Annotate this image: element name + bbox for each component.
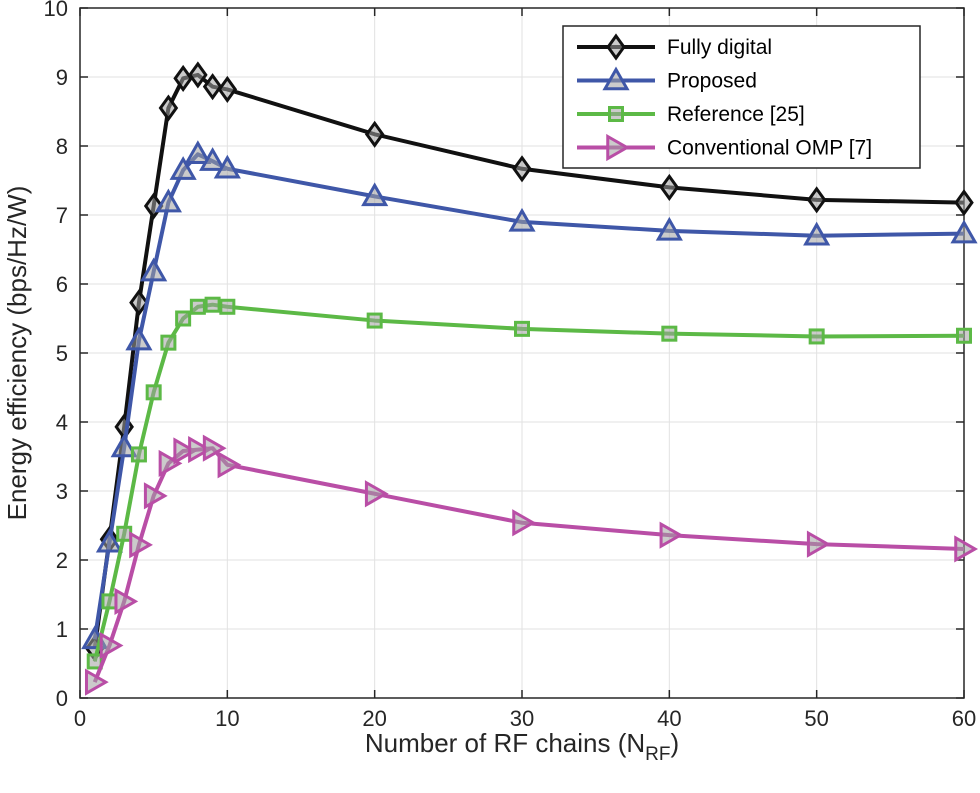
- y-tick-label: 2: [56, 548, 68, 573]
- data-point: [202, 73, 223, 101]
- legend-entry: Reference [25]: [577, 103, 805, 126]
- data-point: [202, 434, 227, 462]
- legend-label: Conventional OMP [7]: [667, 137, 872, 160]
- data-point: [145, 384, 162, 401]
- y-axis-label: Energy efficiency (bps/Hz/W): [2, 186, 32, 521]
- data-point: [508, 207, 536, 232]
- data-point: [806, 530, 831, 558]
- x-axis-label: Number of RF chains (NRF): [365, 728, 679, 765]
- data-point: [189, 298, 206, 315]
- data-point: [219, 298, 236, 315]
- data-point: [659, 521, 684, 549]
- axis-ticks: 0 10 20 30 40 50 60 0 1 2 3 4 5 6 7 8 9 10: [44, 0, 977, 731]
- data-point: [199, 147, 227, 171]
- data-point: [188, 436, 212, 464]
- data-point: [512, 155, 532, 183]
- data-point: [808, 328, 825, 345]
- series-4: [84, 434, 979, 696]
- x-axis-label-close: ): [670, 728, 679, 758]
- data-point: [512, 509, 537, 537]
- data-point: [364, 480, 389, 508]
- x-tick-label: 50: [804, 706, 828, 731]
- legend-swatch-marker: [606, 133, 631, 162]
- data-point: [806, 186, 827, 214]
- y-tick-label: 5: [56, 341, 68, 366]
- legend-entry: Conventional OMP [7]: [577, 133, 872, 162]
- data-point: [184, 140, 212, 165]
- legend: Fully digital Proposed Reference [25] Conve…: [562, 25, 921, 169]
- series-2: [81, 140, 978, 650]
- data-point: [655, 216, 683, 241]
- x-tick-label: 30: [510, 706, 534, 731]
- data-point: [173, 437, 198, 465]
- data-point: [158, 449, 183, 477]
- data-point: [188, 61, 208, 89]
- data-point: [204, 296, 221, 313]
- x-tick-label: 20: [362, 706, 386, 731]
- data-point: [217, 75, 238, 103]
- data-point: [169, 156, 197, 180]
- x-tick-label: 40: [657, 706, 681, 731]
- data-point: [954, 535, 979, 563]
- y-tick-label: 6: [56, 272, 68, 297]
- data-point: [110, 433, 138, 458]
- legend-swatch-marker: [606, 33, 626, 61]
- data-point: [175, 310, 192, 327]
- data-point: [956, 327, 972, 344]
- data-point: [217, 451, 242, 479]
- data-point: [95, 528, 124, 553]
- y-tick-label: 8: [56, 134, 68, 159]
- y-tick-label: 0: [56, 686, 68, 711]
- legend-label: Fully digital: [667, 36, 772, 59]
- data-point: [213, 154, 241, 179]
- data-point: [143, 192, 164, 220]
- x-axis-label-subscript: RF: [645, 744, 670, 765]
- data-point: [129, 289, 149, 317]
- data-point: [160, 334, 177, 351]
- data-point: [950, 219, 978, 244]
- y-tick-label: 10: [44, 0, 68, 21]
- data-point: [116, 525, 133, 542]
- legend-label: Proposed: [667, 70, 757, 93]
- data-point: [954, 189, 974, 217]
- data-point: [803, 221, 831, 246]
- series-line: [92, 302, 965, 662]
- data-point: [129, 531, 153, 559]
- data-point: [158, 94, 179, 122]
- series-line: [92, 446, 965, 683]
- data-point: [364, 120, 385, 148]
- data-point: [361, 182, 389, 207]
- data-point: [101, 593, 118, 610]
- data-point: [661, 325, 678, 342]
- legend-entry: Fully digital: [577, 33, 772, 61]
- y-tick-label: 7: [56, 203, 68, 228]
- legend-entry: Proposed: [577, 66, 757, 93]
- legend-swatch-marker: [608, 106, 624, 122]
- data-point: [514, 320, 530, 337]
- series-group: [81, 61, 979, 696]
- legend-swatch-marker: [602, 66, 630, 91]
- x-axis-label-main: Number of RF chains (N: [365, 728, 645, 758]
- series-3: [86, 296, 972, 670]
- y-tick-label: 9: [56, 65, 68, 90]
- data-point: [125, 326, 153, 351]
- data-point: [366, 312, 383, 329]
- data-point: [140, 257, 168, 282]
- x-tick-label: 0: [74, 706, 86, 731]
- x-tick-label: 60: [952, 706, 976, 731]
- y-tick-label: 1: [56, 617, 68, 642]
- data-point: [154, 188, 182, 213]
- data-point: [84, 668, 109, 696]
- y-tick-label: 3: [56, 479, 68, 504]
- data-point: [99, 631, 124, 660]
- y-tick-label: 4: [56, 410, 68, 435]
- data-point: [114, 587, 139, 615]
- data-point: [130, 446, 147, 463]
- x-tick-label: 10: [215, 706, 239, 731]
- data-point: [659, 173, 680, 201]
- legend-label: Reference [25]: [667, 103, 805, 126]
- data-point: [143, 482, 168, 510]
